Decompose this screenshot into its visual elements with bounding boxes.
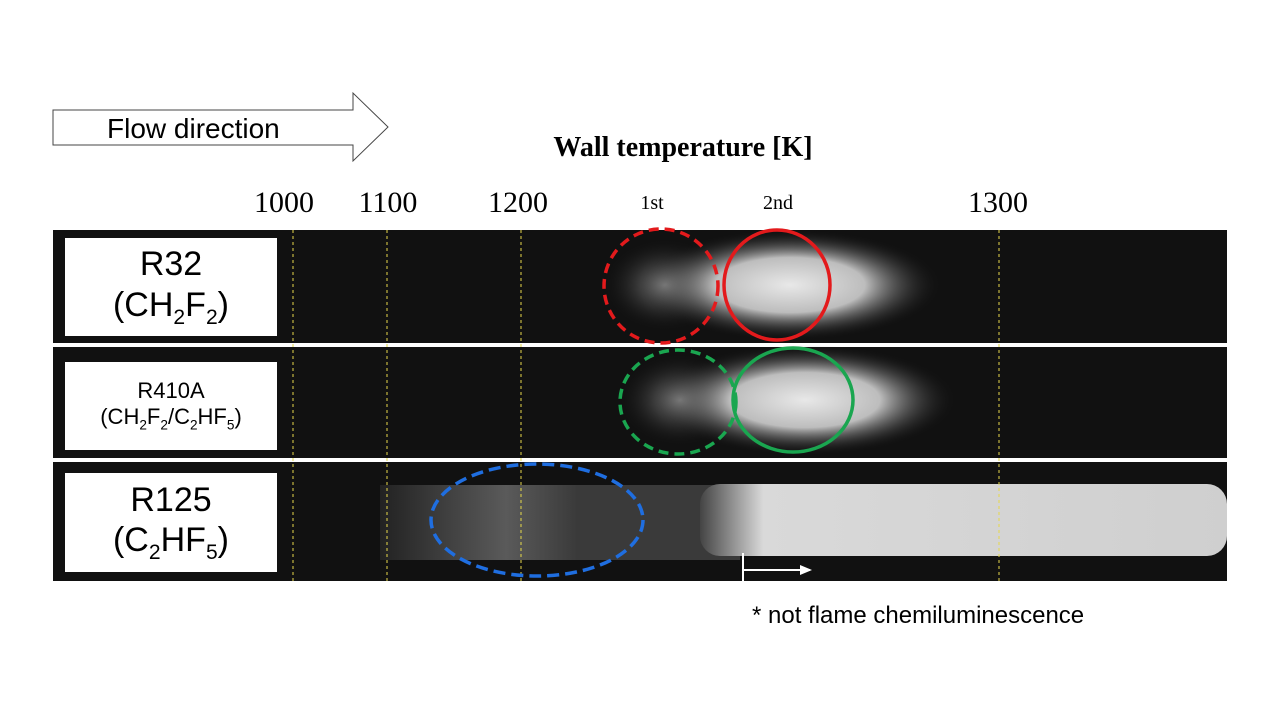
row-label: R125 (C2HF5): [65, 473, 277, 572]
first-stage-marker: [602, 227, 720, 345]
note: * not flame chemiluminescence: [752, 602, 1084, 629]
refrigerant-name: R410A: [137, 377, 205, 403]
subscript: 2: [173, 305, 186, 329]
subscript: 2: [160, 417, 168, 433]
formula-text: ): [217, 285, 229, 324]
flow-arrow: [52, 91, 389, 163]
formula-text: (CH: [100, 404, 140, 430]
subscript: 2: [189, 417, 198, 433]
subscript: 5: [205, 541, 218, 565]
glow: [655, 345, 955, 455]
formula-text: /C: [167, 404, 190, 430]
row-label: R32 (CH2F2): [65, 238, 277, 336]
subscript: 5: [226, 417, 235, 433]
title: Wall temperature [K]: [553, 132, 812, 163]
first-stage-marker: [618, 348, 738, 456]
flow-label: Flow direction: [107, 113, 280, 144]
refrigerant-name: R125: [130, 480, 212, 519]
stage-marker: [429, 462, 645, 578]
formula-text: F: [185, 285, 206, 324]
temperature-label: 2nd: [763, 192, 793, 214]
formula: (C2HF5): [113, 520, 229, 565]
temperature-label: 1300: [968, 186, 1028, 219]
formula-text: ): [234, 404, 242, 430]
formula-text: F: [146, 404, 161, 430]
arrow-head: [800, 565, 812, 575]
formula-text: HF: [197, 404, 227, 430]
glow: [380, 485, 740, 560]
temperature-label: 1200: [488, 186, 548, 219]
bright-band: [700, 484, 1227, 556]
second-stage-marker: [722, 228, 832, 342]
temperature-label: 1st: [640, 192, 664, 214]
glow: [640, 230, 940, 340]
temperature-label: 1000: [254, 186, 314, 219]
formula-text: ): [217, 521, 229, 560]
refrigerant-name: R32: [139, 245, 203, 284]
temperature-label: 1100: [359, 186, 418, 219]
formula: (CH2F2): [113, 285, 229, 330]
subscript: 2: [139, 417, 147, 433]
subscript: 2: [205, 305, 218, 329]
formula-text: (CH: [112, 285, 174, 324]
formula: (CH2F2/C2HF5): [100, 404, 242, 434]
second-stage-marker: [731, 346, 855, 454]
formula-text: (C: [112, 521, 149, 560]
row-label: R410A (CH2F2/C2HF5): [65, 362, 277, 450]
subscript: 2: [148, 541, 161, 565]
formula-text: HF: [160, 521, 206, 560]
